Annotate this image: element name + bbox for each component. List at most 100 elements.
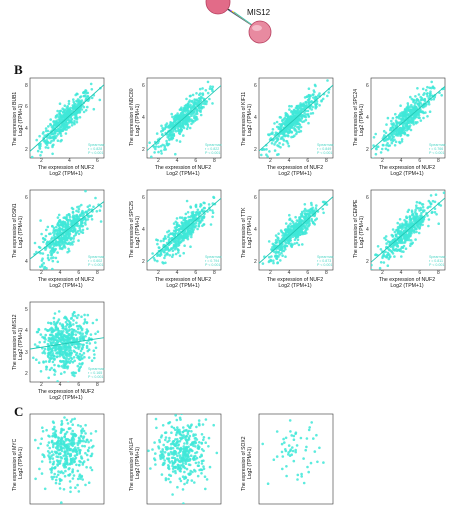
panel-letter-c: C <box>14 404 24 419</box>
scatter-point <box>185 442 189 445</box>
scatter-point <box>153 151 156 154</box>
scatter-point <box>173 244 176 247</box>
scatter-point <box>179 437 183 441</box>
x-tick-label: 8 <box>437 158 440 164</box>
scatter-point <box>188 230 192 233</box>
scatter-point <box>82 439 85 443</box>
scatter-point <box>183 470 186 474</box>
scatter-point <box>159 144 163 148</box>
scatter-point <box>64 320 68 324</box>
scatter-point <box>200 462 204 465</box>
scatter-point <box>200 454 203 458</box>
scatter-point <box>406 108 409 111</box>
scatter-point <box>153 457 156 460</box>
scatter-point <box>182 134 185 137</box>
scatter-point <box>166 135 169 139</box>
scatter-point <box>397 229 401 233</box>
plot-frame <box>258 77 334 159</box>
scatter-point <box>268 150 271 153</box>
scatter-point <box>179 114 183 117</box>
scatter-point <box>78 352 82 356</box>
scatter-point <box>53 434 57 437</box>
scatter-point <box>46 146 50 150</box>
scatter-point <box>291 449 295 453</box>
stat-line: r = 0.822 <box>205 147 220 151</box>
scatter-point <box>287 453 290 456</box>
scatter-point <box>37 245 41 249</box>
scatter-point <box>422 116 425 120</box>
scatter-point <box>297 243 301 247</box>
scatter-point <box>79 213 82 217</box>
scatter-point <box>309 461 313 465</box>
scatter-point <box>62 244 66 248</box>
scatter-point <box>78 226 81 230</box>
scatter-point <box>422 217 425 220</box>
scatter-point <box>96 330 100 333</box>
scatter-point <box>48 435 51 438</box>
scatter-point <box>75 109 78 113</box>
scatter-point <box>169 450 173 454</box>
scatter-point <box>33 241 37 245</box>
scatter-plot-nuf2-dsn1: The expression of DSN1 Log2 (TPM+1) 4 6 2 4 6 8… <box>0 184 112 294</box>
scatter-point <box>54 347 57 351</box>
scatter-point <box>318 104 321 107</box>
scatter-point <box>37 361 41 364</box>
scatter-point <box>181 488 185 491</box>
scatter-point <box>407 125 411 129</box>
scatter-point <box>76 424 80 427</box>
scatter-point <box>50 441 54 444</box>
scatter-point <box>68 480 72 483</box>
scatter-point <box>288 454 292 457</box>
scatter-point <box>76 205 79 209</box>
scatter-point <box>207 203 211 206</box>
scatter-point <box>78 224 81 228</box>
scatter-point <box>274 254 277 257</box>
scatter-point <box>34 477 37 481</box>
scatter-point <box>291 111 295 114</box>
scatter-point <box>185 460 188 463</box>
x-tick-label: 6 <box>77 270 81 276</box>
scatter-point <box>171 249 175 252</box>
scatter-point <box>74 214 77 218</box>
scatter-point <box>279 126 282 130</box>
scatter-point <box>52 443 55 447</box>
scatter-point <box>58 229 62 232</box>
scatter-point <box>161 424 165 427</box>
x-axis-unit-label: Log2 (TPM+1) <box>49 171 83 177</box>
scatter-point <box>409 95 412 99</box>
scatter-point <box>178 454 182 457</box>
scatter-point <box>71 418 74 421</box>
scatter-point <box>273 149 277 152</box>
scatter-point <box>393 248 396 252</box>
scatter-point <box>177 224 181 227</box>
scatter-point <box>48 360 51 363</box>
scatter-point <box>307 470 310 474</box>
scatter-point <box>281 467 284 471</box>
scatter-point <box>75 316 79 320</box>
scatter-point <box>68 453 72 457</box>
scatter-point <box>57 459 60 463</box>
scatter-point <box>212 195 215 199</box>
scatter-point <box>50 356 53 360</box>
scatter-point <box>42 350 46 353</box>
scatter-point <box>202 223 205 226</box>
scatter-point <box>212 423 215 427</box>
scatter-point <box>302 457 305 460</box>
scatter-point <box>57 439 60 442</box>
scatter-point <box>65 328 68 332</box>
scatter-point <box>191 470 194 474</box>
scatter-point <box>427 100 431 104</box>
scatter-point <box>44 360 48 363</box>
scatter-point <box>89 333 93 336</box>
scatter-point <box>90 446 94 449</box>
scatter-point <box>290 130 293 134</box>
scatter-point <box>379 248 383 251</box>
scatter-point <box>180 221 183 224</box>
scatter-point <box>68 447 71 451</box>
scatter-point <box>384 235 388 238</box>
scatter-point <box>425 92 429 96</box>
scatter-point <box>71 210 75 214</box>
scatter-point <box>63 334 66 338</box>
scatter-point <box>201 96 204 100</box>
scatter-point <box>168 461 172 464</box>
